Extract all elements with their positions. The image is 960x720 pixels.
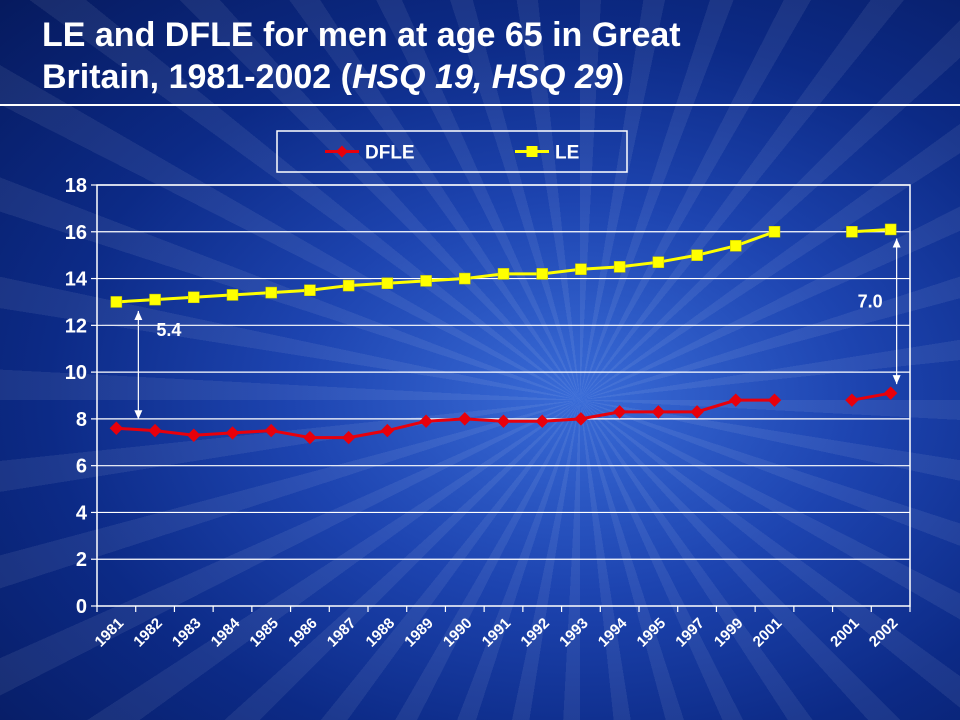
annotation-arrowhead	[892, 375, 901, 385]
data-point-le	[730, 240, 742, 252]
data-point-le	[381, 277, 394, 289]
data-point-le	[536, 268, 548, 280]
x-tick-label: 1982	[130, 615, 166, 651]
data-point-dfle	[109, 421, 124, 435]
title-line-1: LE and DFLE for men at age 65 in Great	[42, 16, 681, 54]
y-tick-label: 4	[76, 502, 88, 524]
title-divider	[0, 104, 960, 106]
data-point-dfle	[574, 412, 588, 426]
data-point-dfle	[264, 423, 278, 438]
x-tick-label: 1999	[711, 615, 747, 651]
x-tick-label: 1992	[517, 615, 553, 651]
data-point-le	[342, 279, 355, 292]
data-point-le	[188, 291, 200, 304]
y-tick-label: 10	[65, 362, 87, 384]
x-tick-label: 1986	[285, 615, 321, 651]
annotation-arrowhead	[134, 310, 143, 320]
data-point-dfle	[883, 386, 898, 400]
data-point-le	[226, 289, 239, 301]
title-line-2-suffix: )	[612, 58, 625, 96]
data-point-dfle	[303, 430, 317, 445]
data-point-le	[459, 272, 471, 285]
data-point-dfle	[496, 414, 511, 428]
legend-box	[276, 130, 628, 173]
data-point-le	[420, 275, 432, 287]
y-tick-label: 14	[65, 269, 88, 291]
x-tick-label: 1997	[672, 615, 708, 651]
data-point-le	[265, 286, 277, 299]
page-title: LE and DFLE for men at age 65 in Great B…	[42, 14, 922, 98]
data-point-le	[613, 261, 626, 273]
x-tick-label: 1993	[556, 615, 592, 651]
x-tick-label: 1991	[479, 615, 515, 651]
data-point-dfle	[845, 393, 859, 407]
data-point-le	[497, 268, 510, 280]
legend-label-dfle: DFLE	[365, 143, 415, 164]
y-tick-label: 18	[65, 175, 87, 197]
plot-area	[96, 184, 911, 607]
data-point-le	[304, 284, 316, 296]
data-point-le	[884, 223, 897, 236]
title-line-2-prefix: Britain, 1981-2002 (	[42, 58, 352, 96]
data-point-dfle	[187, 428, 201, 442]
series-line-dfle	[851, 391, 891, 402]
x-tick-label: 1994	[595, 614, 631, 650]
legend-marker-dfle	[336, 145, 348, 158]
y-tick-label: 12	[65, 315, 87, 337]
data-point-le	[691, 249, 703, 261]
y-tick-label: 8	[76, 409, 87, 431]
data-point-dfle	[651, 405, 666, 419]
data-point-le	[768, 226, 781, 238]
annotation-label: 7.0	[858, 291, 883, 311]
data-point-dfle	[690, 405, 704, 419]
data-point-le	[652, 256, 665, 268]
x-tick-label: 2002	[866, 615, 902, 651]
data-point-le	[149, 293, 161, 306]
title-line-2-italic: HSQ 19, HSQ 29	[351, 58, 613, 96]
data-point-le	[846, 226, 858, 238]
annotation-arrowhead	[134, 410, 143, 420]
x-tick-label: 1984	[208, 614, 244, 650]
series-line-le	[851, 227, 891, 234]
y-tick-label: 2	[76, 549, 87, 571]
y-tick-label: 0	[76, 596, 87, 618]
y-tick-label: 6	[76, 456, 87, 478]
data-point-dfle	[535, 414, 549, 428]
legend-label-le: LE	[555, 143, 579, 164]
data-point-dfle	[341, 430, 356, 445]
data-point-le	[575, 263, 587, 275]
x-tick-label: 1981	[92, 615, 128, 651]
x-tick-label: 2001	[750, 615, 786, 651]
data-point-dfle	[458, 412, 472, 426]
annotation-label: 5.4	[156, 320, 181, 340]
annotation-arrowhead	[892, 238, 901, 248]
x-tick-label: 1987	[324, 615, 360, 651]
data-point-dfle	[380, 423, 395, 438]
x-tick-label: 2001	[827, 615, 863, 651]
legend-marker-le	[526, 146, 538, 157]
x-tick-label: 1995	[634, 615, 670, 651]
series-line-le	[116, 230, 776, 304]
x-tick-label: 1983	[169, 615, 205, 651]
data-point-dfle	[612, 405, 627, 419]
data-point-dfle	[729, 393, 743, 407]
data-point-dfle	[225, 426, 240, 440]
x-tick-label: 1990	[440, 615, 476, 651]
x-tick-label: 1985	[246, 615, 282, 651]
x-tick-label: 1988	[363, 615, 399, 651]
x-tick-label: 1989	[401, 615, 437, 651]
data-point-dfle	[148, 423, 162, 438]
data-point-le	[110, 296, 123, 308]
data-point-dfle	[419, 414, 433, 428]
y-tick-label: 16	[65, 222, 87, 244]
data-point-dfle	[767, 393, 782, 407]
